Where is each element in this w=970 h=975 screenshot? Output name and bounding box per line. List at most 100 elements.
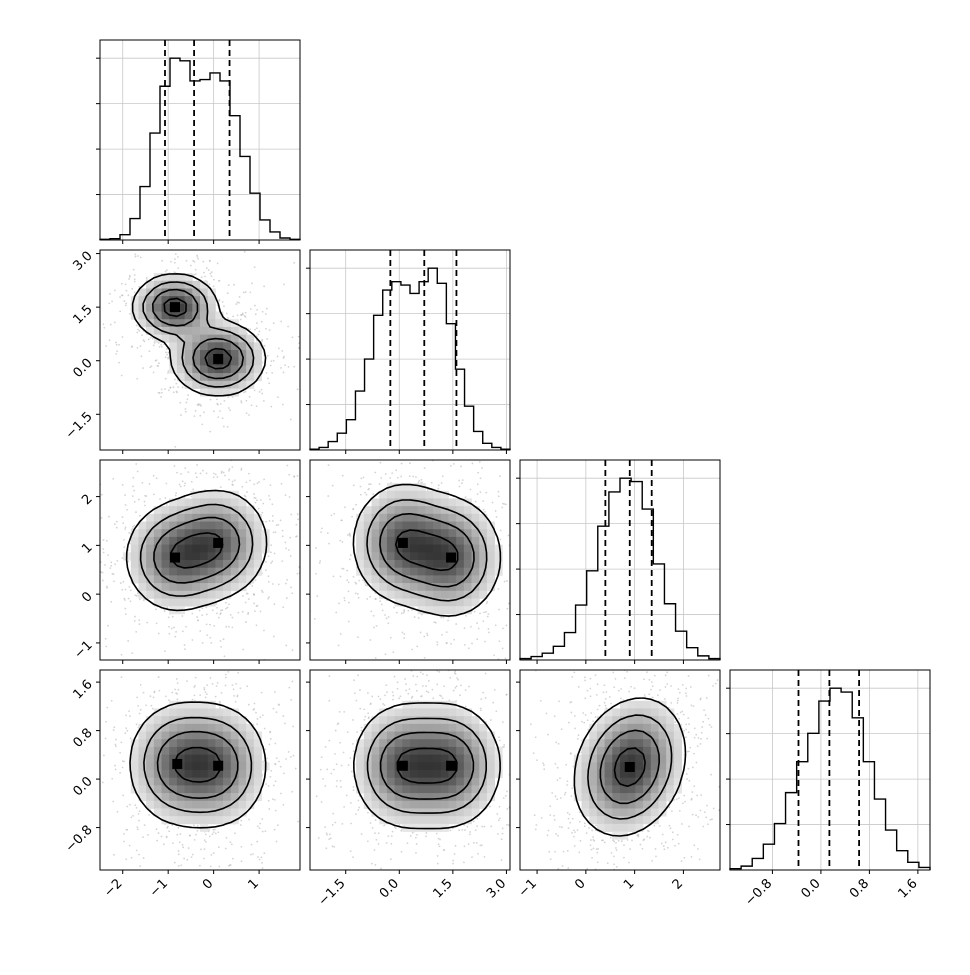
density-cell xyxy=(177,498,185,506)
density-cell xyxy=(231,785,239,793)
density-panel-0-1 xyxy=(56,225,329,468)
scatter-point xyxy=(225,848,227,850)
density-cell xyxy=(223,793,231,801)
scatter-point xyxy=(105,646,107,648)
scatter-point xyxy=(106,707,108,709)
scatter-point xyxy=(523,511,525,513)
scatter-point xyxy=(71,800,73,802)
density-cell xyxy=(464,583,472,591)
scatter-point xyxy=(469,831,471,833)
scatter-point xyxy=(73,532,75,534)
scatter-point xyxy=(302,584,304,586)
scatter-point xyxy=(441,482,443,484)
scatter-point xyxy=(173,627,175,629)
scatter-point xyxy=(180,486,182,488)
scatter-point xyxy=(266,308,268,310)
scatter-point xyxy=(458,829,460,831)
scatter-point xyxy=(211,271,213,273)
density-cell xyxy=(177,739,185,747)
scatter-point xyxy=(122,767,124,769)
scatter-point xyxy=(415,837,417,839)
scatter-point xyxy=(179,667,181,669)
scatter-point xyxy=(285,494,287,496)
scatter-point xyxy=(124,608,126,610)
scatter-point xyxy=(95,334,97,336)
scatter-point xyxy=(386,691,388,693)
scatter-point xyxy=(274,691,276,693)
scatter-point xyxy=(138,813,140,815)
scatter-point xyxy=(356,731,358,733)
scatter-point xyxy=(228,479,230,481)
scatter-point xyxy=(445,642,447,644)
scatter-point xyxy=(241,860,243,862)
scatter-point xyxy=(397,688,399,690)
scatter-point xyxy=(81,506,83,508)
density-cell xyxy=(185,568,193,576)
density-cell xyxy=(192,801,200,809)
scatter-point xyxy=(95,637,97,639)
scatter-point xyxy=(290,419,292,421)
scatter-point xyxy=(124,599,126,601)
scatter-point xyxy=(277,524,279,526)
scatter-point xyxy=(105,721,107,723)
scatter-point xyxy=(80,754,82,756)
scatter-point xyxy=(129,715,131,717)
scatter-point xyxy=(282,535,284,537)
scatter-point xyxy=(440,617,442,619)
density-cell xyxy=(154,716,162,724)
scatter-point xyxy=(193,274,195,276)
scatter-point xyxy=(205,606,207,608)
density-cell xyxy=(372,498,380,506)
density-cell xyxy=(185,583,193,591)
density-cell xyxy=(441,529,449,537)
scatter-point xyxy=(224,655,226,657)
scatter-point xyxy=(161,836,163,838)
scatter-point xyxy=(416,843,418,845)
scatter-point xyxy=(191,496,193,498)
density-cell xyxy=(177,545,185,553)
scatter-point xyxy=(290,587,292,589)
density-cell xyxy=(177,514,185,522)
density-cell xyxy=(154,739,162,747)
density-cell xyxy=(410,583,418,591)
density-cell xyxy=(192,304,200,312)
scatter-point xyxy=(525,538,527,540)
density-cell xyxy=(410,568,418,576)
density-cell xyxy=(146,762,154,770)
panel-content xyxy=(0,410,349,689)
scatter-point xyxy=(255,579,257,581)
scatter-point xyxy=(205,834,207,836)
scatter-point xyxy=(268,495,270,497)
scatter-point xyxy=(210,399,212,401)
scatter-point xyxy=(125,504,127,506)
density-cell xyxy=(200,506,208,514)
scatter-point xyxy=(338,644,340,646)
scatter-point xyxy=(328,700,330,702)
scatter-point xyxy=(268,785,270,787)
scatter-point xyxy=(109,567,111,569)
scatter-point xyxy=(100,571,102,573)
scatter-point xyxy=(272,798,274,800)
density-cell xyxy=(223,552,231,560)
scatter-point xyxy=(262,311,264,313)
scatter-point xyxy=(292,649,294,651)
scatter-point xyxy=(332,813,334,815)
scatter-point xyxy=(259,391,261,393)
density-cell xyxy=(215,365,223,373)
scatter-point xyxy=(465,689,467,691)
scatter-point xyxy=(256,309,258,311)
scatter-point xyxy=(232,484,234,486)
density-cell xyxy=(146,793,154,801)
density-cell xyxy=(238,762,246,770)
scatter-point xyxy=(256,723,258,725)
density-cell xyxy=(372,575,380,583)
scatter-point xyxy=(328,838,330,840)
scatter-point xyxy=(103,432,105,434)
scatter-point xyxy=(203,272,205,274)
scatter-point xyxy=(453,639,455,641)
scatter-point xyxy=(228,626,230,628)
scatter-point xyxy=(397,641,399,643)
scatter-point xyxy=(216,685,218,687)
scatter-point xyxy=(114,563,116,565)
scatter-point xyxy=(275,531,277,533)
